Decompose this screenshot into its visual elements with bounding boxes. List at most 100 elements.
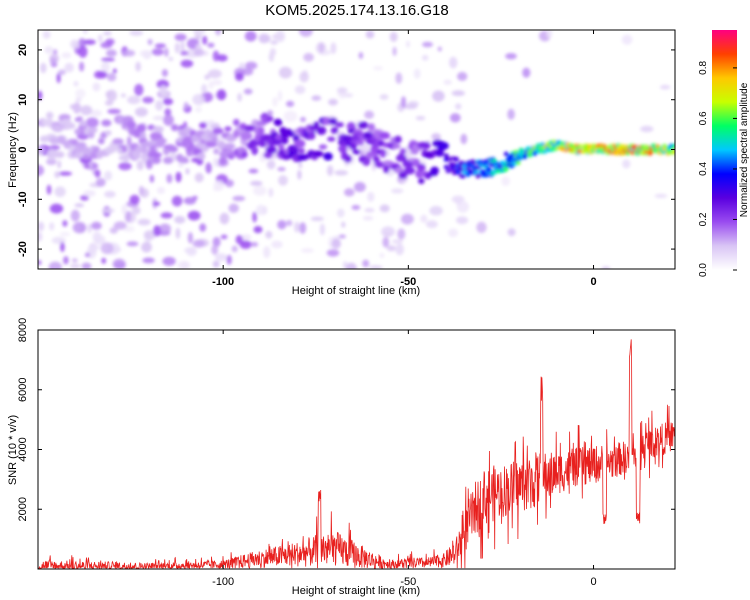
spectrogram-noise-blob: [341, 221, 346, 228]
spectrogram-noise-blob: [381, 226, 395, 237]
spectrogram-noise-blob: [456, 216, 469, 225]
spectrogram-noise-blob: [460, 133, 468, 145]
spectrogram-trace-blob: [518, 150, 524, 155]
spectrogram-noise-blob: [336, 87, 348, 94]
spectrogram-noise-blob: [443, 79, 452, 85]
spectrogram-noise-blob: [367, 191, 375, 202]
colorbar-tick-label: 0.8: [698, 61, 709, 75]
spectrogram-noise-blob: [104, 190, 116, 198]
spectrogram-noise-blob: [38, 221, 45, 232]
spectrogram-noise-blob: [180, 50, 189, 56]
spectrogram-noise-blob: [202, 35, 208, 45]
colorbar-tick-label: 0.4: [698, 162, 709, 176]
spectrogram-noise-blob: [106, 89, 117, 102]
colorbar: 0.0 0.2 0.4 0.6 0.8 Normalized spectral ampl…: [698, 30, 750, 277]
spectrogram-noise-blob: [161, 91, 170, 97]
spectrogram-noise-blob: [164, 47, 169, 58]
spectrogram-noise-blob: [161, 69, 168, 77]
spectrogram-noise-blob: [252, 211, 257, 223]
spectrogram-noise-blob: [232, 195, 246, 202]
spectrogram-noise-blob: [437, 46, 442, 52]
spectrogram-trace-blob: [422, 141, 431, 150]
spectrogram-noise-blob: [180, 59, 194, 68]
spectrogram-trace-blob: [211, 137, 219, 144]
spectrogram-noise-blob: [104, 170, 113, 181]
spectrogram-trace-blob: [418, 178, 425, 185]
spectrogram-trace-blob: [367, 123, 375, 131]
spectrogram-trace-blob: [212, 127, 224, 135]
spectrogram-noise-blob: [212, 79, 223, 86]
spectrogram-noise-blob: [239, 240, 252, 249]
spectrogram-noise-blob: [505, 53, 517, 60]
spectrogram-trace-blob: [182, 136, 194, 146]
spectrogram-trace-blob: [101, 119, 112, 127]
spectrogram-noise-blob: [278, 175, 288, 186]
spectrogram-trace-blob: [233, 129, 240, 138]
spectrogram-noise-blob: [476, 221, 487, 233]
spectrogram-noise-blob: [216, 89, 227, 101]
spectrogram-trace-blob: [346, 122, 356, 131]
spectrogram-noise-blob: [156, 79, 169, 89]
spectrogram-x-tick-label: 0: [590, 276, 596, 288]
spectrogram-trace-blob: [357, 121, 369, 129]
spectrogram-blobs: [38, 30, 675, 269]
spectrogram-noise-blob: [364, 208, 375, 213]
spectrogram-trace-blob: [213, 148, 220, 155]
spectrogram-noise-blob: [386, 245, 396, 252]
snr-panel: -100 -50 0 2000 4000 6000 8000 Height of stra…: [7, 318, 676, 597]
spectrogram-noise-blob: [431, 133, 441, 141]
spectrogram-noise-blob: [178, 162, 184, 168]
spectrogram-trace-blob: [443, 153, 449, 158]
spectrogram-noise-blob: [271, 240, 283, 249]
spectrogram-noise-blob: [160, 212, 173, 219]
spectrogram-noise-blob: [219, 212, 230, 225]
spectrogram-noise-blob: [379, 204, 390, 213]
spectrogram-noise-blob: [163, 114, 174, 126]
spectrogram-noise-blob: [83, 190, 96, 197]
spectrogram-noise-blob: [151, 48, 164, 56]
spectrogram-noise-blob: [100, 61, 110, 73]
spectrogram-noise-blob: [46, 158, 57, 165]
spectrogram-noise-blob: [80, 195, 89, 201]
spectrogram-noise-blob: [420, 214, 428, 223]
spectrogram-noise-blob: [344, 188, 355, 197]
spectrogram-trace-blob: [312, 150, 324, 157]
spectrogram-noise-blob: [278, 66, 293, 79]
spectrogram-trace-blob: [487, 168, 493, 173]
spectrogram-trace-blob: [394, 135, 402, 144]
spectrogram-noise-blob: [311, 95, 322, 101]
spectrogram-noise-blob: [297, 169, 302, 180]
spectrogram-trace-blob: [372, 155, 380, 163]
spectrogram-trace-blob: [79, 120, 87, 127]
spectrogram-noise-blob: [205, 162, 212, 174]
spectrogram-noise-blob: [71, 258, 78, 263]
spectrogram-trace-blob: [126, 120, 137, 130]
spectrogram-noise-blob: [54, 186, 66, 197]
spectrogram-noise-blob: [61, 52, 72, 59]
spectrogram-noise-blob: [640, 125, 654, 133]
spectrogram-noise-blob: [135, 61, 141, 72]
spectrogram-noise-blob: [75, 97, 82, 103]
spectrogram-noise-blob: [143, 230, 157, 240]
spectrogram-noise-blob: [211, 244, 219, 255]
spectrogram-trace-blob: [323, 152, 333, 161]
spectrogram-noise-blob: [235, 72, 244, 82]
spectrogram-noise-blob: [204, 74, 210, 80]
spectrogram-trace-blob: [270, 138, 282, 146]
snr-y-tick-label: 8000: [17, 318, 29, 342]
spectrogram-noise-blob: [63, 256, 69, 265]
spectrogram-noise-blob: [70, 39, 80, 49]
spectrogram-trace-blob: [483, 173, 489, 178]
spectrogram-noise-blob: [403, 103, 418, 110]
spectrogram-noise-blob: [338, 234, 346, 239]
spectrogram-noise-blob: [84, 252, 91, 258]
spectrogram-noise-blob: [346, 262, 357, 269]
spectrogram-noise-blob: [422, 41, 433, 48]
spectrogram-noise-blob: [294, 85, 306, 95]
spectrogram-noise-blob: [78, 38, 86, 49]
spectrogram-noise-blob: [113, 221, 127, 230]
spectrogram-noise-blob: [228, 203, 239, 213]
spectrogram-trace-blob: [241, 151, 248, 158]
spectrogram-trace-blob: [672, 149, 675, 154]
spectrogram-trace-blob: [243, 125, 256, 132]
